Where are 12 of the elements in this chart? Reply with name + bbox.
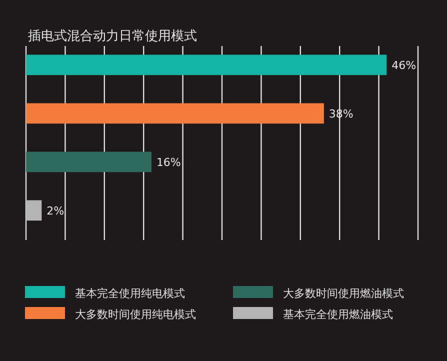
legend-label: 大多数时间使用燃油模式 (283, 287, 404, 300)
chart-title: 插电式混合动力日常使用模式 (28, 29, 197, 44)
data-label: 16% (156, 156, 181, 169)
legend-item: 大多数时间使用燃油模式 (233, 286, 404, 300)
legend-label: 大多数时间使用纯电模式 (75, 308, 196, 321)
data-label: 46% (392, 58, 416, 72)
legend-label: 基本完全使用纯电模式 (75, 287, 185, 300)
legend-item: 基本完全使用燃油模式 (233, 307, 393, 321)
legend-item: 大多数时间使用纯电模式 (25, 307, 196, 321)
legend-label: 基本完全使用燃油模式 (283, 308, 393, 321)
legend-item: 基本完全使用纯电模式 (25, 286, 185, 300)
data-label: 2% (46, 204, 64, 218)
